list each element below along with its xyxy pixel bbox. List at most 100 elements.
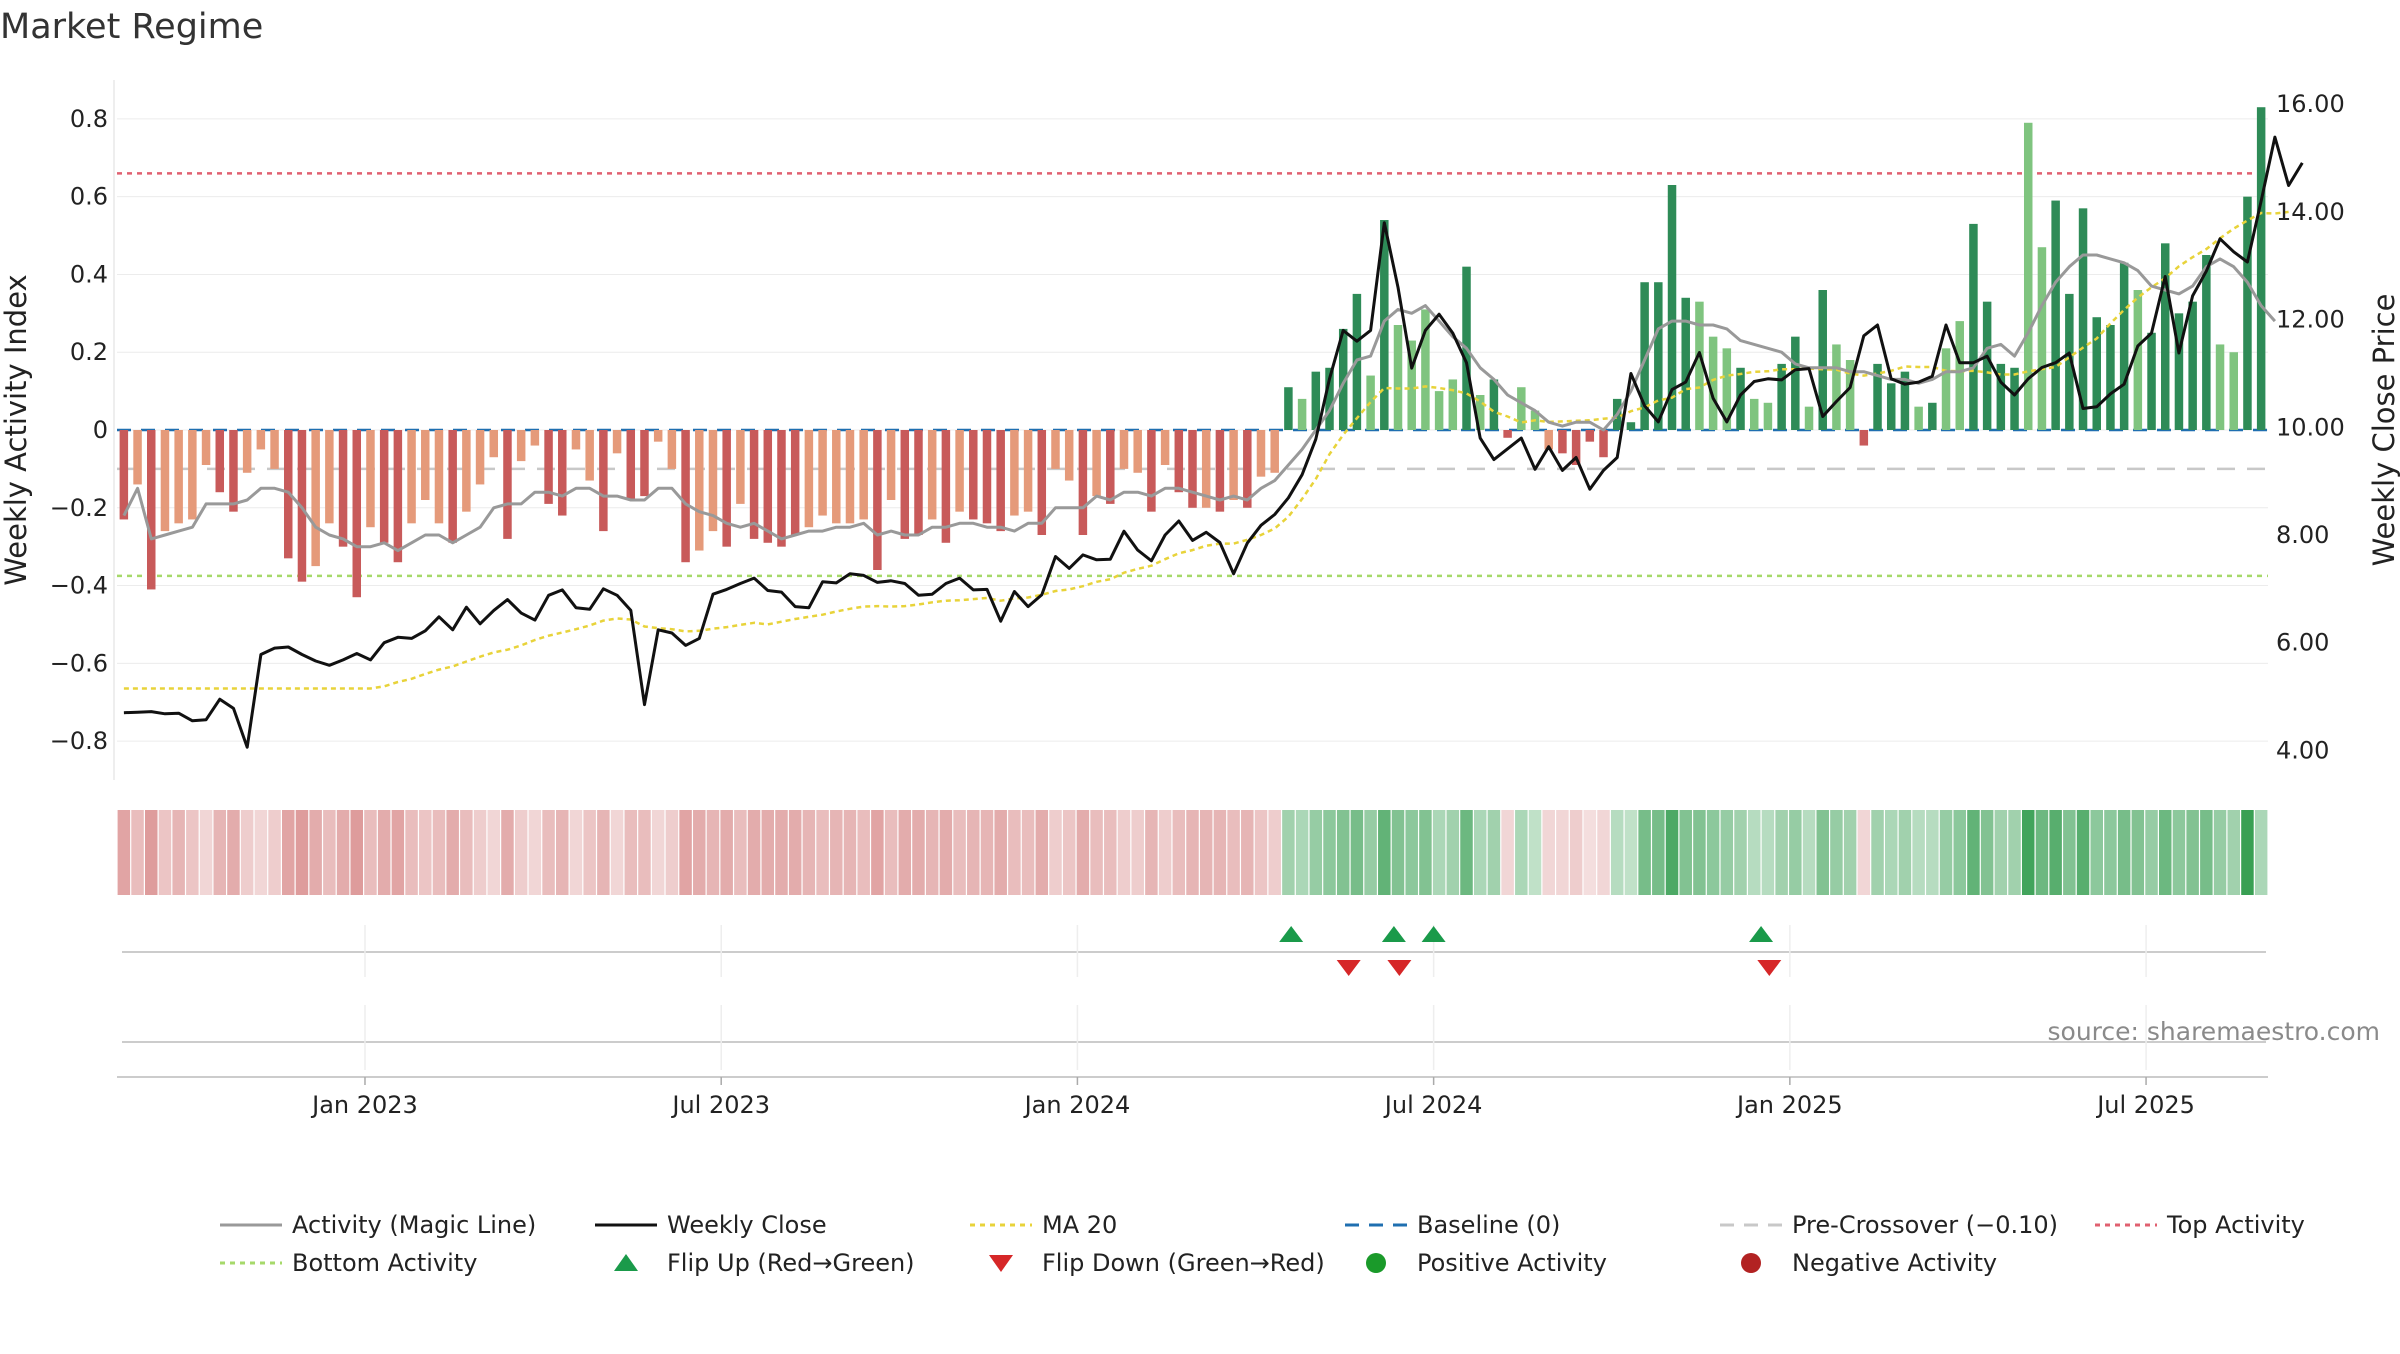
regime-cell xyxy=(693,810,706,895)
regime-cell xyxy=(405,810,418,895)
legend-label: Flip Up (Red→Green) xyxy=(667,1249,915,1277)
regime-cell xyxy=(2172,810,2186,895)
regime-cell xyxy=(1802,810,1816,895)
activity-bar xyxy=(2065,293,2074,430)
activity-bar xyxy=(1160,430,1170,465)
activity-bar xyxy=(612,430,622,454)
activity-bar xyxy=(749,430,759,539)
regime-cell xyxy=(419,810,432,895)
activity-bar xyxy=(2147,332,2156,430)
regime-cell xyxy=(514,810,528,895)
regime-strip xyxy=(117,810,2268,895)
regime-cell xyxy=(1090,810,1103,895)
regime-cell xyxy=(1775,810,1788,895)
regime-cell xyxy=(309,810,322,895)
regime-cell xyxy=(1679,810,1692,895)
y-right-axis-title: Weekly Close Price xyxy=(2367,294,2400,567)
activity-bar xyxy=(1914,406,1923,430)
legend-entry: Activity (Magic Line) xyxy=(220,1211,536,1239)
legend-entry: Pre-Crossover (−0.10) xyxy=(1720,1211,2058,1239)
activity-bar xyxy=(2037,247,2047,430)
x-tick-label: Jul 2025 xyxy=(2095,1091,2195,1119)
regime-cell xyxy=(1761,810,1775,895)
activity-bar xyxy=(558,430,567,516)
chart-title: Market Regime xyxy=(0,7,263,47)
activity-bar xyxy=(1708,336,1718,430)
legend-label: Bottom Activity xyxy=(292,1249,477,1277)
legend-label: Weekly Close xyxy=(667,1211,827,1239)
regime-cell xyxy=(377,810,391,895)
regime-cell xyxy=(1926,810,1939,895)
activity-bar xyxy=(2174,313,2184,430)
regime-cell xyxy=(1747,810,1761,895)
regime-cell xyxy=(761,810,775,895)
regime-cell xyxy=(1980,810,1994,895)
y-right-tick-label: 16.00 xyxy=(2276,90,2345,118)
regime-cell xyxy=(1131,810,1144,895)
legend-entry: Bottom Activity xyxy=(220,1249,477,1277)
regime-cell xyxy=(788,810,802,895)
regime-cell xyxy=(1994,810,2008,895)
x-tick-label: Jan 2023 xyxy=(310,1091,418,1119)
activity-bar xyxy=(530,430,540,446)
regime-cell xyxy=(1186,810,1199,895)
magic-line xyxy=(122,253,2277,553)
activity-bar xyxy=(1654,282,1663,430)
activity-bar xyxy=(1845,360,1855,430)
activity-bar xyxy=(1201,430,1211,508)
regime-cell xyxy=(1336,810,1350,895)
legend-label: Flip Down (Green→Red) xyxy=(1042,1249,1325,1277)
regime-cell xyxy=(994,810,1007,895)
activity-bar xyxy=(2078,208,2088,430)
legend-entry: Positive Activity xyxy=(1366,1249,1607,1277)
regime-cell xyxy=(884,810,898,895)
legend-entry: Negative Activity xyxy=(1741,1249,1997,1277)
regime-cell xyxy=(1610,810,1624,895)
activity-bar xyxy=(1229,430,1238,500)
activity-bar xyxy=(653,430,663,442)
activity-bar xyxy=(229,430,238,512)
activity-bar xyxy=(1078,430,1088,535)
regime-cell xyxy=(843,810,857,895)
y-right-tick-label: 12.00 xyxy=(2276,306,2345,334)
activity-bar xyxy=(585,430,594,481)
activity-bar xyxy=(516,430,526,462)
activity-bar xyxy=(2188,301,2197,430)
activity-bar xyxy=(1955,321,1964,430)
regime-cell xyxy=(597,810,610,895)
regime-cell xyxy=(117,810,131,895)
legend-swatch xyxy=(989,1255,1013,1272)
activity-bar xyxy=(1626,422,1636,430)
activity-bars xyxy=(119,107,2266,598)
regime-cell xyxy=(2021,810,2035,895)
activity-bar xyxy=(927,430,937,520)
activity-bar xyxy=(1489,379,1499,430)
activity-bar xyxy=(2133,290,2143,430)
legend-entry: Flip Down (Green→Red) xyxy=(989,1249,1325,1277)
y-right-tick-label: 8.00 xyxy=(2276,521,2329,549)
activity-bar xyxy=(996,430,1005,532)
activity-bar xyxy=(147,430,156,590)
regime-cell xyxy=(1432,810,1446,895)
regime-cell xyxy=(1912,810,1925,895)
flip-down-marker xyxy=(1336,960,1361,976)
activity-bar xyxy=(2119,262,2129,430)
regime-cell xyxy=(1227,810,1240,895)
y-left-tick-label: 0.8 xyxy=(70,105,108,133)
regime-cell xyxy=(501,810,514,895)
activity-bar xyxy=(1297,398,1307,430)
regime-cell xyxy=(1213,810,1227,895)
activity-bar xyxy=(242,430,252,473)
activity-bar xyxy=(969,430,978,520)
legend-label: Pre-Crossover (−0.10) xyxy=(1792,1211,2058,1239)
regime-cell xyxy=(1830,810,1843,895)
regime-cell xyxy=(2117,810,2131,895)
activity-bar xyxy=(1092,430,1101,497)
regime-cell xyxy=(1816,810,1829,895)
y-left-tick-label: −0.8 xyxy=(50,727,108,755)
activity-bar xyxy=(1434,391,1444,430)
regime-cell xyxy=(925,810,939,895)
regime-cell xyxy=(1295,810,1309,895)
activity-bar xyxy=(914,430,923,535)
